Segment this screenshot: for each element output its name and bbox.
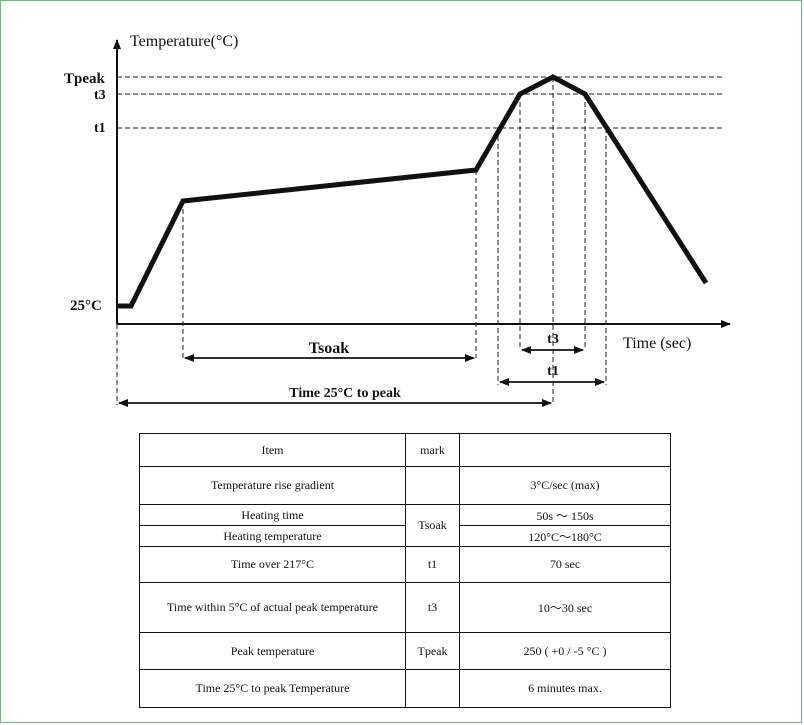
row-item: Heating time — [139, 504, 406, 526]
row-mark: t1 — [405, 546, 460, 583]
reflow-spec-table: Item mark Temperature rise gradient 3°C/… — [139, 433, 671, 708]
row-mark — [405, 669, 460, 708]
x-axis-label: Time (sec) — [623, 335, 691, 352]
level-label-tpeak: Tpeak — [64, 71, 106, 87]
row-mark: t3 — [405, 582, 460, 633]
header-value — [459, 433, 671, 467]
row-value: 10～30 sec — [459, 582, 671, 633]
row-value: 120°C～180°C — [459, 525, 671, 547]
level-label-t1: t1 — [94, 121, 106, 136]
table-row: Heating time Tsoak 50s ～ 150s — [139, 504, 671, 547]
level-label-25c: 25°C — [70, 298, 102, 314]
header-item: Item — [139, 433, 406, 467]
table-row: Time over 217°C t1 70 sec — [139, 546, 671, 583]
time-to-peak-label: Time 25°C to peak — [289, 386, 401, 401]
table-row: Peak temperature Tpeak 250 ( +0 / -5 °C … — [139, 632, 671, 670]
profile-curve — [117, 74, 709, 309]
t3-span-label: t3 — [547, 332, 559, 347]
y-axis-label: Temperature(°C) — [130, 33, 238, 50]
reflow-profile-diagram: Temperature(°C) Time (sec) Tpeak t3 t1 2… — [64, 33, 731, 407]
guide-lines — [116, 76, 725, 405]
header-mark: mark — [405, 433, 460, 467]
table-row: Time within 5°C of actual peak temperatu… — [139, 582, 671, 633]
row-item: Heating temperature — [139, 525, 406, 547]
row-mark — [405, 466, 460, 505]
row-mark: Tsoak — [405, 504, 460, 547]
table-header-row: Item mark — [139, 433, 671, 467]
row-item: Peak temperature — [139, 632, 406, 670]
tsoak-label: Tsoak — [309, 340, 349, 357]
row-value: 250 ( +0 / -5 °C ) — [459, 632, 671, 670]
table-row: Heating temperature 120°C～180°C — [139, 525, 671, 547]
row-item: Time over 217°C — [139, 546, 406, 583]
table-row: Temperature rise gradient 3°C/sec (max) — [139, 466, 671, 505]
row-item: Time 25°C to peak Temperature — [139, 669, 406, 708]
row-item: Time within 5°C of actual peak temperatu… — [139, 582, 406, 633]
row-mark: Tpeak — [405, 632, 460, 670]
level-label-t3: t3 — [94, 88, 106, 103]
row-value: 70 sec — [459, 546, 671, 583]
t1-span-label: t1 — [547, 364, 559, 379]
row-value: 50s ～ 150s — [459, 504, 671, 526]
row-value: 3°C/sec (max) — [459, 466, 671, 505]
table-row: Time 25°C to peak Temperature 6 minutes … — [139, 669, 671, 708]
row-item: Temperature rise gradient — [139, 466, 406, 505]
row-value: 6 minutes max. — [459, 669, 671, 708]
